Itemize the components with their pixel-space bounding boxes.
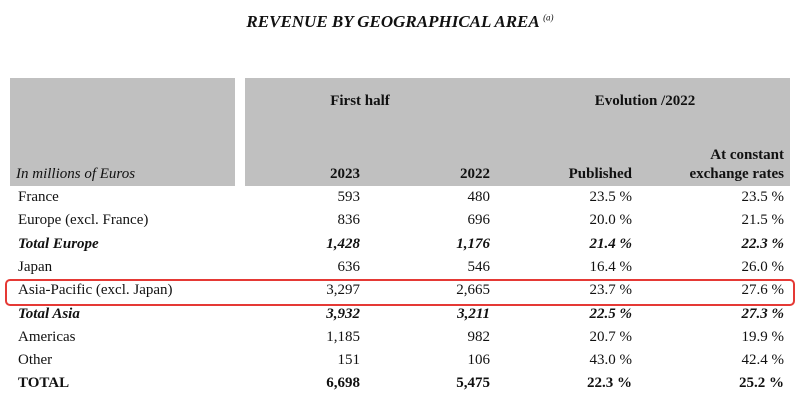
value-2023: 1,185 xyxy=(326,328,360,345)
value-2022: 1,176 xyxy=(456,235,490,252)
evolution-published: 22.3 % xyxy=(587,375,632,392)
evolution-constant: 42.4 % xyxy=(741,352,785,369)
value-2022: 3,211 xyxy=(457,305,490,322)
value-2022: 5,475 xyxy=(456,375,490,392)
header-constant-line1: At constant xyxy=(710,147,784,163)
value-2023: 636 xyxy=(337,258,361,275)
row-label: Asia-Pacific (excl. Japan) xyxy=(18,282,173,299)
header-2023: 2023 xyxy=(330,166,360,182)
header-left-box xyxy=(10,78,235,186)
value-2022: 2,665 xyxy=(456,282,490,299)
table-row: Europe (excl. France) 836 696 20.0 % 21.5 % xyxy=(0,209,800,232)
table-row: Total Asia 3,932 3,211 22.5 % 27.3 % xyxy=(0,303,800,326)
title-footnote: (a) xyxy=(543,12,554,23)
value-2023: 3,297 xyxy=(326,282,360,299)
value-2022: 106 xyxy=(467,352,491,369)
evolution-published: 16.4 % xyxy=(589,258,633,275)
evolution-published: 22.5 % xyxy=(589,305,633,322)
row-label: Total Asia xyxy=(18,305,80,322)
value-2022: 982 xyxy=(467,328,491,345)
value-2023: 151 xyxy=(337,352,361,369)
header-2022: 2022 xyxy=(460,166,490,182)
value-2022: 546 xyxy=(467,258,491,275)
evolution-constant: 21.5 % xyxy=(741,212,785,229)
value-2023: 1,428 xyxy=(326,235,360,252)
evolution-published: 20.0 % xyxy=(589,212,633,229)
evolution-published: 20.7 % xyxy=(589,328,633,345)
header-first-half: First half xyxy=(330,93,390,109)
title-text: REVENUE BY GEOGRAPHICAL AREA xyxy=(246,12,539,31)
value-2023: 836 xyxy=(337,212,361,229)
evolution-constant: 19.9 % xyxy=(741,328,785,345)
value-2022: 480 xyxy=(467,189,491,205)
table-row: Asia-Pacific (excl. Japan) 3,297 2,665 23.7… xyxy=(0,279,800,302)
table-row: Americas 1,185 982 20.7 % 19.9 % xyxy=(0,326,800,349)
evolution-constant: 23.5 % xyxy=(741,189,785,205)
unit-label: In millions of Euros xyxy=(16,166,136,182)
header-published: Published xyxy=(568,166,632,182)
row-label: Japan xyxy=(18,258,53,275)
value-2022: 696 xyxy=(467,212,491,229)
table-row: Total Europe 1,428 1,176 21.4 % 22.3 % xyxy=(0,233,800,256)
row-label: Americas xyxy=(18,328,76,345)
header-right-box xyxy=(245,78,790,186)
table-row: Other 151 106 43.0 % 42.4 % xyxy=(0,349,800,372)
table-title: REVENUE BY GEOGRAPHICAL AREA (a) xyxy=(0,12,800,32)
evolution-published: 23.7 % xyxy=(589,282,633,299)
evolution-constant: 27.6 % xyxy=(741,282,785,299)
table-row: France 593 480 23.5 % 23.5 % xyxy=(0,186,800,209)
header-evolution: Evolution /2022 xyxy=(594,93,696,109)
value-2023: 6,698 xyxy=(326,375,360,392)
evolution-constant: 25.2 % xyxy=(739,375,784,392)
table-row: TOTAL 6,698 5,475 22.3 % 25.2 % xyxy=(0,372,800,395)
header-constant-line2: exchange rates xyxy=(689,166,784,182)
value-2023: 593 xyxy=(337,189,361,205)
evolution-constant: 22.3 % xyxy=(741,235,785,252)
evolution-published: 43.0 % xyxy=(589,352,633,369)
row-label: TOTAL xyxy=(18,375,70,392)
row-label: Europe (excl. France) xyxy=(18,212,149,229)
row-label: Other xyxy=(18,352,53,369)
evolution-constant: 26.0 % xyxy=(741,258,785,275)
row-label: Total Europe xyxy=(18,235,99,252)
value-2023: 3,932 xyxy=(326,305,360,322)
table-row: Japan 636 546 16.4 % 26.0 % xyxy=(0,256,800,279)
evolution-published: 23.5 % xyxy=(589,189,633,205)
highlight-box xyxy=(5,279,795,306)
row-label: France xyxy=(18,189,59,205)
evolution-constant: 27.3 % xyxy=(741,305,785,322)
evolution-published: 21.4 % xyxy=(589,235,633,252)
